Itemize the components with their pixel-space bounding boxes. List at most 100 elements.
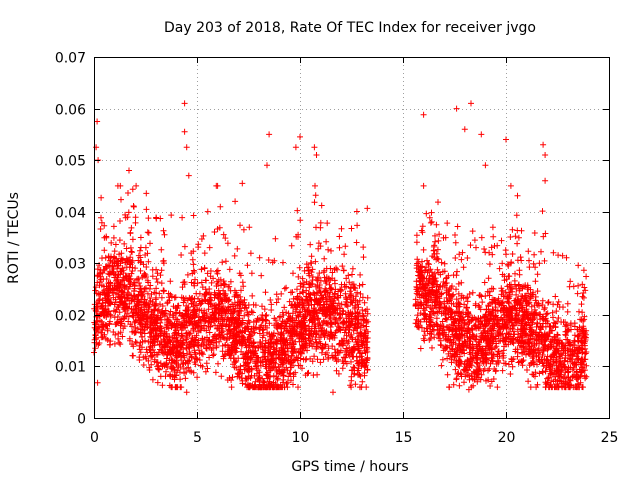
- data-point: [328, 247, 334, 254]
- data-point: [219, 328, 226, 335]
- data-point: [158, 280, 165, 287]
- data-point: [119, 333, 126, 340]
- data-point: [321, 255, 328, 262]
- data-point: [166, 311, 173, 318]
- data-point: [357, 290, 364, 297]
- data-point: [353, 239, 360, 246]
- data-point: [143, 285, 149, 291]
- data-point: [157, 272, 164, 279]
- data-point: [526, 257, 532, 264]
- data-point: [177, 376, 184, 383]
- data-point: [190, 212, 197, 219]
- data-point: [246, 319, 253, 326]
- data-point: [213, 283, 220, 289]
- data-point: [137, 349, 144, 356]
- data-point: [139, 293, 146, 300]
- data-point: [220, 287, 227, 294]
- data-point: [270, 344, 277, 351]
- data-point: [208, 279, 215, 286]
- data-point: [361, 299, 368, 306]
- data-point: [263, 317, 270, 324]
- data-point: [358, 331, 365, 338]
- data-point: [458, 256, 465, 263]
- data-point: [122, 211, 129, 218]
- data-point: [551, 319, 557, 326]
- data-point: [94, 266, 101, 273]
- data-point: [172, 294, 179, 301]
- data-point: [580, 294, 587, 301]
- data-point: [239, 279, 246, 286]
- data-point: [496, 265, 503, 272]
- data-point: [428, 209, 435, 216]
- data-point: [499, 367, 506, 374]
- data-point: [125, 209, 132, 216]
- data-point: [137, 286, 144, 293]
- data-point: [348, 225, 355, 232]
- data-point: [167, 278, 174, 285]
- data-point: [319, 345, 326, 352]
- data-point: [183, 302, 190, 309]
- data-point: [435, 199, 441, 206]
- data-point: [262, 316, 269, 323]
- data-point: [311, 199, 318, 206]
- data-point: [193, 355, 200, 362]
- data-point: [325, 355, 332, 362]
- data-point: [112, 241, 119, 248]
- data-point: [452, 255, 459, 261]
- data-point: [314, 356, 321, 363]
- data-point: [178, 294, 185, 301]
- data-point: [453, 105, 460, 112]
- data-point: [159, 349, 166, 356]
- data-point: [149, 273, 156, 280]
- data-point: [343, 324, 350, 331]
- data-point: [259, 303, 265, 310]
- data-point: [362, 308, 369, 315]
- data-point: [205, 300, 212, 307]
- data-point: [275, 296, 282, 302]
- data-point: [127, 254, 134, 261]
- data-point: [177, 384, 184, 391]
- data-point: [332, 352, 339, 359]
- data-point: [182, 375, 189, 382]
- data-point: [133, 182, 140, 189]
- data-point: [290, 295, 297, 302]
- data-point: [239, 180, 246, 187]
- data-point: [312, 258, 319, 265]
- data-point: [526, 264, 533, 271]
- data-point: [312, 283, 319, 290]
- data-point: [141, 326, 148, 333]
- data-point: [307, 259, 314, 266]
- data-point: [441, 260, 448, 267]
- data-point: [427, 219, 434, 226]
- data-point: [222, 258, 229, 265]
- data-point: [531, 230, 538, 236]
- data-point: [332, 290, 339, 297]
- data-point: [297, 346, 304, 353]
- data-point: [203, 360, 210, 367]
- data-point: [189, 256, 196, 263]
- data-point: [267, 297, 274, 303]
- data-point: [169, 344, 176, 351]
- data-point: [125, 190, 131, 196]
- data-point: [517, 254, 524, 261]
- data-point: [129, 186, 136, 193]
- data-point: [293, 322, 300, 328]
- data-point: [212, 322, 219, 329]
- data-point: [116, 339, 123, 346]
- data-point: [575, 262, 582, 269]
- data-point: [139, 338, 146, 345]
- data-point: [107, 312, 114, 319]
- data-point: [136, 357, 143, 363]
- data-point: [169, 373, 176, 380]
- data-point: [295, 384, 301, 391]
- data-point: [288, 242, 295, 249]
- data-point: [95, 341, 102, 348]
- data-point: [115, 330, 122, 337]
- chart-title: Day 203 of 2018, Rate Of TEC Index for r…: [164, 20, 536, 36]
- data-point: [303, 355, 310, 362]
- data-point: [514, 240, 521, 247]
- data-point: [198, 350, 205, 357]
- data-point: [259, 334, 266, 341]
- data-point: [204, 365, 211, 372]
- data-point: [168, 212, 175, 219]
